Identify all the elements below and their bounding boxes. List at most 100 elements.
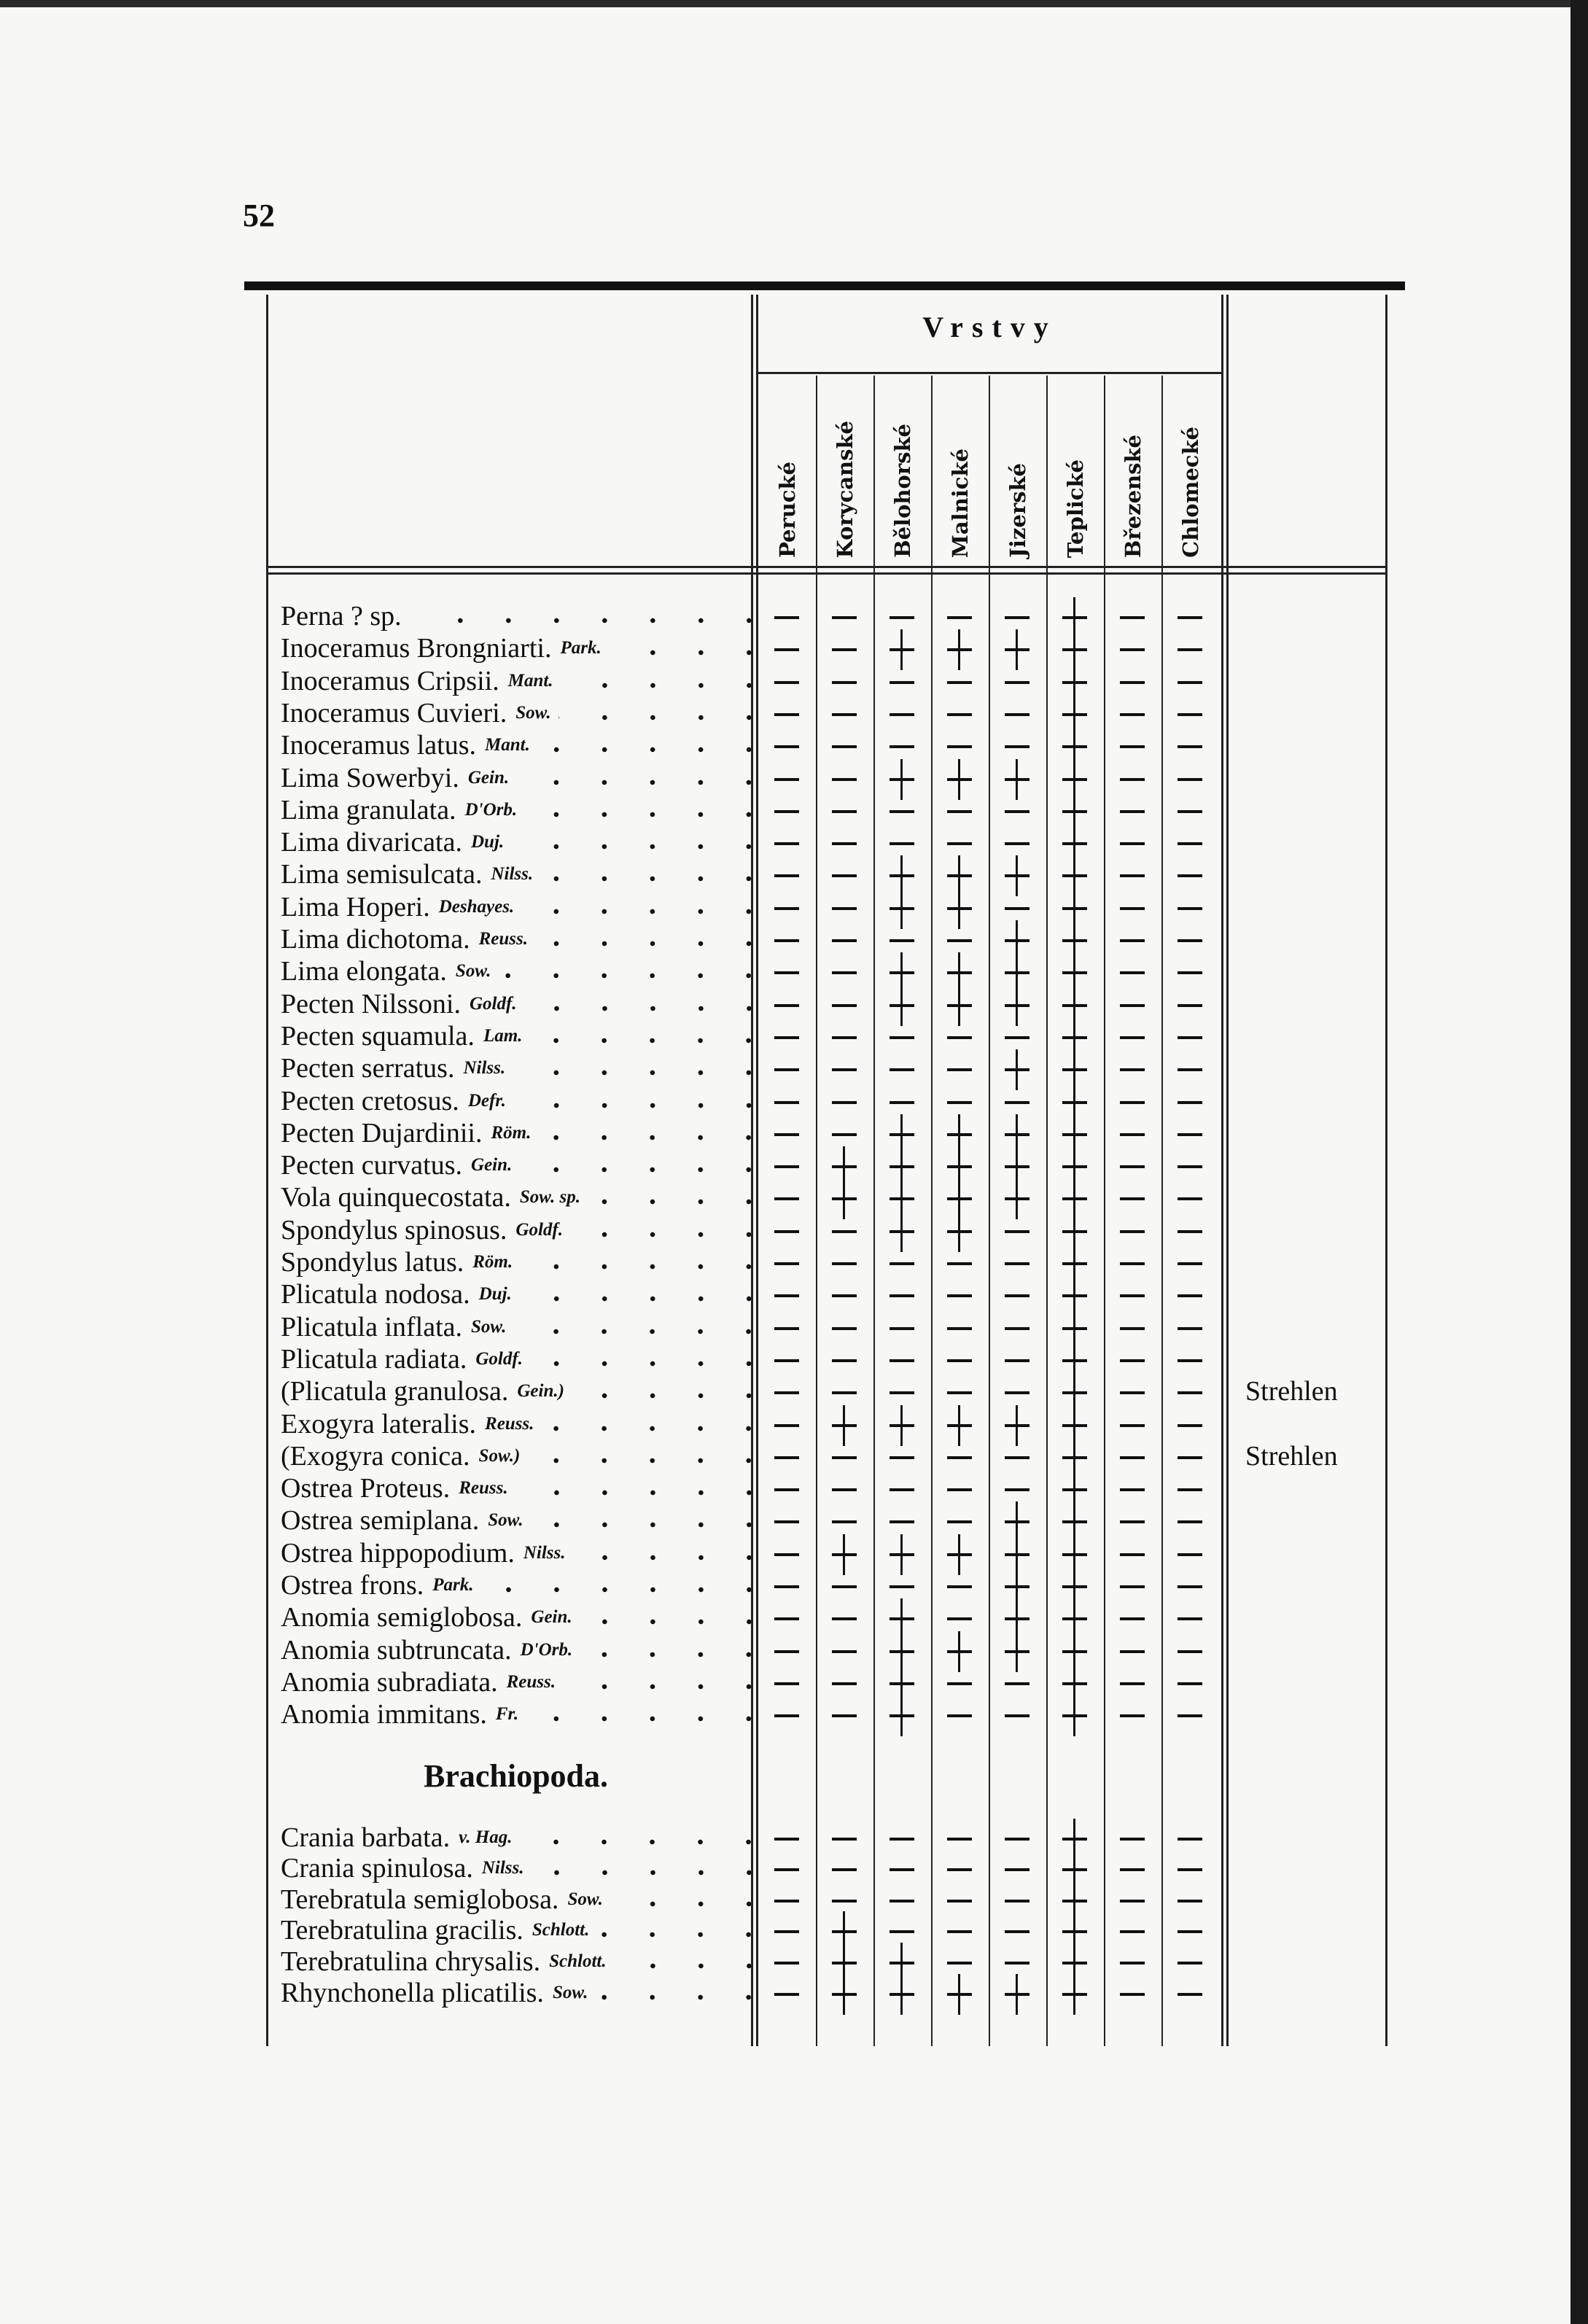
mark-bar xyxy=(947,1930,972,1934)
absent-mark xyxy=(873,794,931,826)
species-author: Reuss. xyxy=(506,1671,556,1692)
mark-bar xyxy=(832,842,857,846)
mark-stem xyxy=(1016,1566,1018,1607)
present-mark xyxy=(989,629,1046,671)
table-row: Anomia immitans. Fr. xyxy=(281,1698,751,1731)
table-row: Pecten serratus. Nilss. xyxy=(281,1052,751,1085)
mark-bar xyxy=(947,1585,972,1588)
absent-mark xyxy=(816,858,873,890)
mark-bar xyxy=(1120,1262,1145,1265)
mark-bar xyxy=(774,648,799,652)
mark-bar xyxy=(774,1294,799,1298)
mark-bar xyxy=(1178,842,1202,846)
mark-stem xyxy=(1073,823,1075,865)
table-row: Terebratulina gracilis. Schlott. xyxy=(281,1914,751,1947)
mark-bar xyxy=(947,1262,972,1265)
mark-stem xyxy=(900,1404,903,1446)
mark-bar xyxy=(774,680,799,684)
species-author: Reuss. xyxy=(459,1478,508,1499)
mark-stem xyxy=(900,1146,903,1188)
species-name: Lima semisulcata. xyxy=(281,859,483,890)
absent-mark xyxy=(816,1246,873,1278)
table-row: Terebratula semiglobosa. Sow. xyxy=(281,1883,751,1916)
present-mark xyxy=(873,758,931,800)
absent-mark xyxy=(1104,1440,1161,1472)
mark-stem xyxy=(1073,1437,1075,1478)
table-row: Crania barbata. v. Hag. xyxy=(281,1821,751,1854)
species-name: Pecten serratus. xyxy=(281,1053,455,1084)
mark-stem xyxy=(958,1178,960,1220)
absent-mark xyxy=(1104,1375,1161,1407)
absent-mark xyxy=(873,1278,931,1310)
mark-bar xyxy=(947,1617,972,1621)
mark-bar xyxy=(1178,616,1202,619)
mark-bar xyxy=(1005,1714,1030,1718)
absent-mark xyxy=(873,1884,931,1916)
mark-bar xyxy=(890,616,914,619)
absent-mark xyxy=(1104,1278,1161,1310)
table-row: Inoceramus Brongniarti. Park. xyxy=(281,632,751,665)
mark-bar xyxy=(947,1520,972,1524)
mark-stem xyxy=(1073,1534,1075,1575)
species-author: Goldf. xyxy=(515,1219,563,1240)
mark-bar xyxy=(1120,1961,1145,1964)
absent-mark xyxy=(931,1052,989,1084)
absent-mark xyxy=(989,1822,1046,1854)
mark-bar xyxy=(832,712,857,716)
present-mark xyxy=(931,952,989,994)
absent-mark xyxy=(758,1278,816,1310)
absent-mark xyxy=(816,729,873,761)
column-divider xyxy=(816,376,817,2046)
absent-mark xyxy=(758,794,816,826)
mark-bar xyxy=(832,745,857,749)
mark-stem xyxy=(1073,1307,1075,1349)
absent-mark xyxy=(1161,1822,1219,1854)
absent-mark xyxy=(1161,1149,1219,1181)
mark-bar xyxy=(832,906,857,910)
absent-mark xyxy=(989,1343,1046,1375)
species-author: Nilss. xyxy=(491,864,534,885)
species-name: Plicatula radiata. xyxy=(281,1343,467,1375)
dot-leader xyxy=(538,1116,751,1149)
absent-mark xyxy=(873,1472,931,1504)
absent-mark xyxy=(758,1634,816,1666)
absent-mark xyxy=(758,632,816,664)
present-mark xyxy=(873,1534,931,1575)
absent-mark xyxy=(931,794,989,826)
mark-bar xyxy=(1005,1837,1030,1841)
present-mark xyxy=(931,1210,989,1252)
mark-bar xyxy=(1178,1359,1202,1362)
column-header: Korycanské xyxy=(816,379,873,558)
absent-mark xyxy=(873,1343,931,1375)
table-vertical-rule xyxy=(1385,295,1387,2046)
mark-bar xyxy=(1178,1003,1202,1007)
dot-leader xyxy=(513,1310,751,1343)
table-row: Lima Hoperi. Deshayes. xyxy=(281,890,751,923)
species-name: Anomia immitans. xyxy=(281,1699,487,1730)
table-vertical-rule xyxy=(1221,295,1223,2046)
species-name: Rhynchonella plicatilis. xyxy=(281,1977,544,2008)
mark-bar xyxy=(1120,712,1145,716)
absent-mark xyxy=(1161,794,1219,826)
mark-stem xyxy=(900,1114,903,1155)
absent-mark xyxy=(989,1946,1046,1978)
mark-stem xyxy=(900,629,903,671)
species-name: Plicatula nodosa. xyxy=(281,1279,470,1310)
mark-bar xyxy=(774,1899,799,1903)
column-divider xyxy=(873,376,875,2046)
absent-mark xyxy=(1161,600,1219,632)
absent-mark xyxy=(1104,1085,1161,1117)
absent-mark xyxy=(873,1375,931,1407)
mark-bar xyxy=(947,616,972,619)
mark-bar xyxy=(832,1003,857,1007)
present-mark xyxy=(1046,1081,1104,1123)
mark-stem xyxy=(1073,984,1075,1026)
present-mark xyxy=(1046,1146,1104,1188)
mark-stem xyxy=(1073,1275,1075,1317)
column-header: Malnické xyxy=(931,379,989,558)
present-mark xyxy=(989,1404,1046,1446)
absent-mark xyxy=(873,600,931,632)
mark-bar xyxy=(1178,1617,1202,1621)
absent-mark xyxy=(873,1914,931,1946)
mark-bar xyxy=(1120,1391,1145,1395)
